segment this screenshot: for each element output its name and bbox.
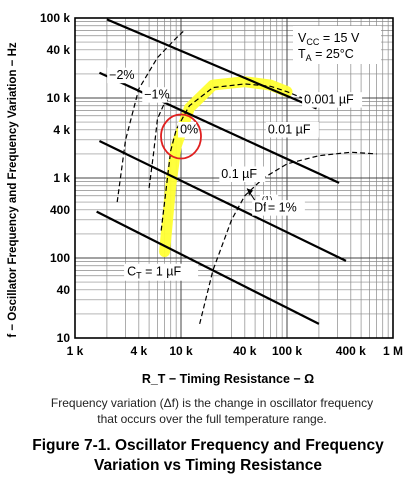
y-tick-label: 10 <box>57 331 71 345</box>
series-layer <box>96 18 377 325</box>
tick-labels: 1 k 4 k 10 k 40 k 100 k 400 k 1 M 100 k 40 k 10 k… <box>40 11 403 358</box>
series-label-1: (1) <box>262 194 273 204</box>
y-tick-label: 1 k <box>53 171 70 185</box>
series-line-2 <box>116 30 184 203</box>
vcc-label: VCC = 15 V <box>298 31 360 47</box>
x-tick-label: 10 k <box>169 344 193 358</box>
caption-line-2: that occurs over the full temperature ra… <box>97 412 327 426</box>
series-label-2: −2% <box>109 68 134 82</box>
series-label-backing <box>265 121 319 138</box>
series-label-backing <box>178 121 197 138</box>
x-tick-label: 400 k <box>336 344 366 358</box>
series-label-0-01-f: 0.01 µF <box>268 122 311 136</box>
series-line-0 <box>160 83 303 231</box>
y-tick-label: 100 <box>50 251 70 265</box>
y-tick-label: 100 k <box>40 11 70 25</box>
series-label-backing <box>107 67 133 84</box>
series-line-c-t-1-f <box>96 210 320 325</box>
x-tick-label: 100 k <box>272 344 302 358</box>
x-tick-label: 40 k <box>233 344 257 358</box>
conditions-box: VCC = 15 V TA = 25°C <box>293 26 381 64</box>
series-labels: 0.001 µF 0.01 µF 0.1 µF −2% −1% 0% (1)Df = 1% <box>107 67 363 216</box>
series-label-backing <box>219 166 266 182</box>
series-label-backing <box>302 92 363 108</box>
y-axis-title: f − Oscillator Frequency and Frequency V… <box>7 42 19 338</box>
ct-1uf-label: CT = 1 µF <box>127 265 181 281</box>
series-line-1 <box>148 99 169 189</box>
plot-frame <box>74 17 394 339</box>
x-tick-label: 4 k <box>130 344 147 358</box>
y-tick-label: 400 <box>50 203 70 217</box>
series-label-0: 0% <box>180 122 198 136</box>
series-label-backing <box>265 200 305 216</box>
y-tick-label: 40 <box>57 283 71 297</box>
series-label-1: −1% <box>144 88 169 102</box>
y-tick-label: 10 k <box>47 91 71 105</box>
series-label-df: Df <box>254 201 267 215</box>
figure-title-line-2: Variation vs Timing Resistance <box>94 457 322 474</box>
series-label-backing <box>142 87 168 103</box>
y-tick-label: 40 k <box>47 43 71 57</box>
series-label-backing <box>252 200 271 216</box>
series-line-0-01-f <box>98 71 340 184</box>
series-label-0-001-f: 0.001 µF <box>304 93 354 107</box>
series-label-0-1-f: 0.1 µF <box>221 167 257 181</box>
x-tick-label: 1 k <box>67 344 84 358</box>
series-line-0-1-f <box>98 140 347 262</box>
df-leader-arrowhead <box>247 188 254 196</box>
ct-label-backing <box>124 263 199 281</box>
series-label-1: = 1% <box>268 201 297 215</box>
y-tick-label: 4 k <box>53 123 70 137</box>
ta-label: TA = 25°C <box>298 47 354 63</box>
annotation-circle <box>160 113 202 160</box>
figure-title-line-1: Figure 7-1. Oscillator Frequency and Fre… <box>32 437 384 454</box>
series-line-0-001-f <box>106 18 317 110</box>
x-axis-title: R_T − Timing Resistance − Ω <box>142 372 314 386</box>
x-tick-label: 1 M <box>383 344 403 358</box>
caption-line-1: Frequency variation (Δf) is the change i… <box>50 396 374 410</box>
